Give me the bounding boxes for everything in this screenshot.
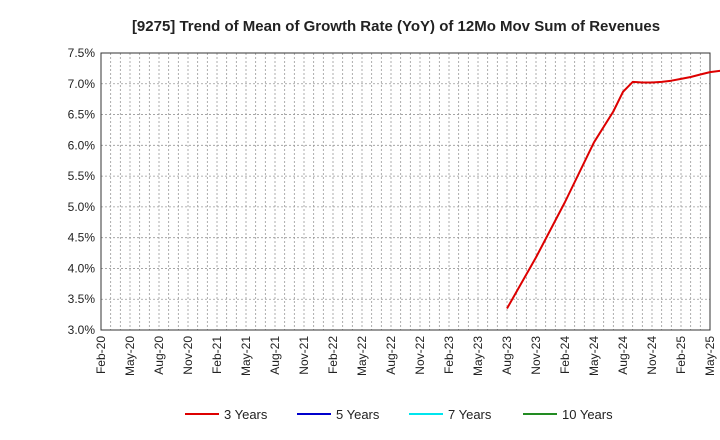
x-tick-label: Nov-22 (413, 336, 427, 375)
x-tick-label: Nov-24 (645, 336, 659, 375)
x-tick-label: Nov-23 (529, 336, 543, 375)
x-tick-label: Feb-23 (442, 336, 456, 374)
y-tick-label: 6.0% (68, 138, 96, 152)
y-tick-label: 5.0% (68, 200, 96, 214)
x-tick-label: May-22 (355, 336, 369, 376)
chart-title: [9275] Trend of Mean of Growth Rate (YoY… (132, 18, 660, 35)
x-tick-label: May-20 (123, 336, 137, 376)
x-tick-label: May-23 (471, 336, 485, 376)
x-tick-label: Feb-20 (94, 336, 108, 374)
x-tick-label: Nov-20 (181, 336, 195, 375)
legend: 3 Years 5 Years 7 Years 10 Years (185, 407, 613, 422)
x-tick-label: May-25 (703, 336, 717, 376)
x-axis: Feb-20 May-20 Aug-20 Nov-20 Feb-21 May-21 Aug-… (94, 336, 717, 376)
x-tick-label: May-24 (587, 336, 601, 376)
grid (101, 53, 710, 330)
x-tick-label: Feb-22 (326, 336, 340, 374)
y-tick-label: 4.5% (68, 231, 96, 245)
x-tick-label: Aug-21 (268, 336, 282, 375)
x-tick-label: Feb-24 (558, 336, 572, 374)
plot-area-border (100, 52, 711, 331)
y-tick-label: 7.0% (68, 77, 96, 91)
x-tick-label: Feb-21 (210, 336, 224, 374)
x-tick-label: Aug-23 (500, 336, 514, 375)
series-line (506, 69, 720, 309)
series-lines (506, 69, 720, 309)
y-tick-label: 3.0% (68, 323, 96, 337)
x-tick-label: Feb-25 (674, 336, 688, 374)
x-tick-label: May-21 (239, 336, 253, 376)
legend-label: 10 Years (562, 407, 613, 422)
y-tick-label: 6.5% (68, 108, 96, 122)
y-tick-label: 3.5% (68, 292, 96, 306)
legend-label: 3 Years (224, 407, 268, 422)
y-tick-label: 5.5% (68, 169, 96, 183)
x-tick-label: Aug-24 (616, 336, 630, 375)
x-tick-label: Aug-20 (152, 336, 166, 375)
y-tick-label: 4.0% (68, 261, 96, 275)
legend-label: 5 Years (336, 407, 380, 422)
y-tick-label: 7.5% (68, 46, 96, 60)
x-tick-label: Aug-22 (384, 336, 398, 375)
y-axis: 3.0% 3.5% 4.0% 4.5% 5.0% 5.5% 6.0% 6.5% 7.0% 7.5% (68, 46, 96, 337)
legend-label: 7 Years (448, 407, 492, 422)
x-tick-label: Nov-21 (297, 336, 311, 375)
